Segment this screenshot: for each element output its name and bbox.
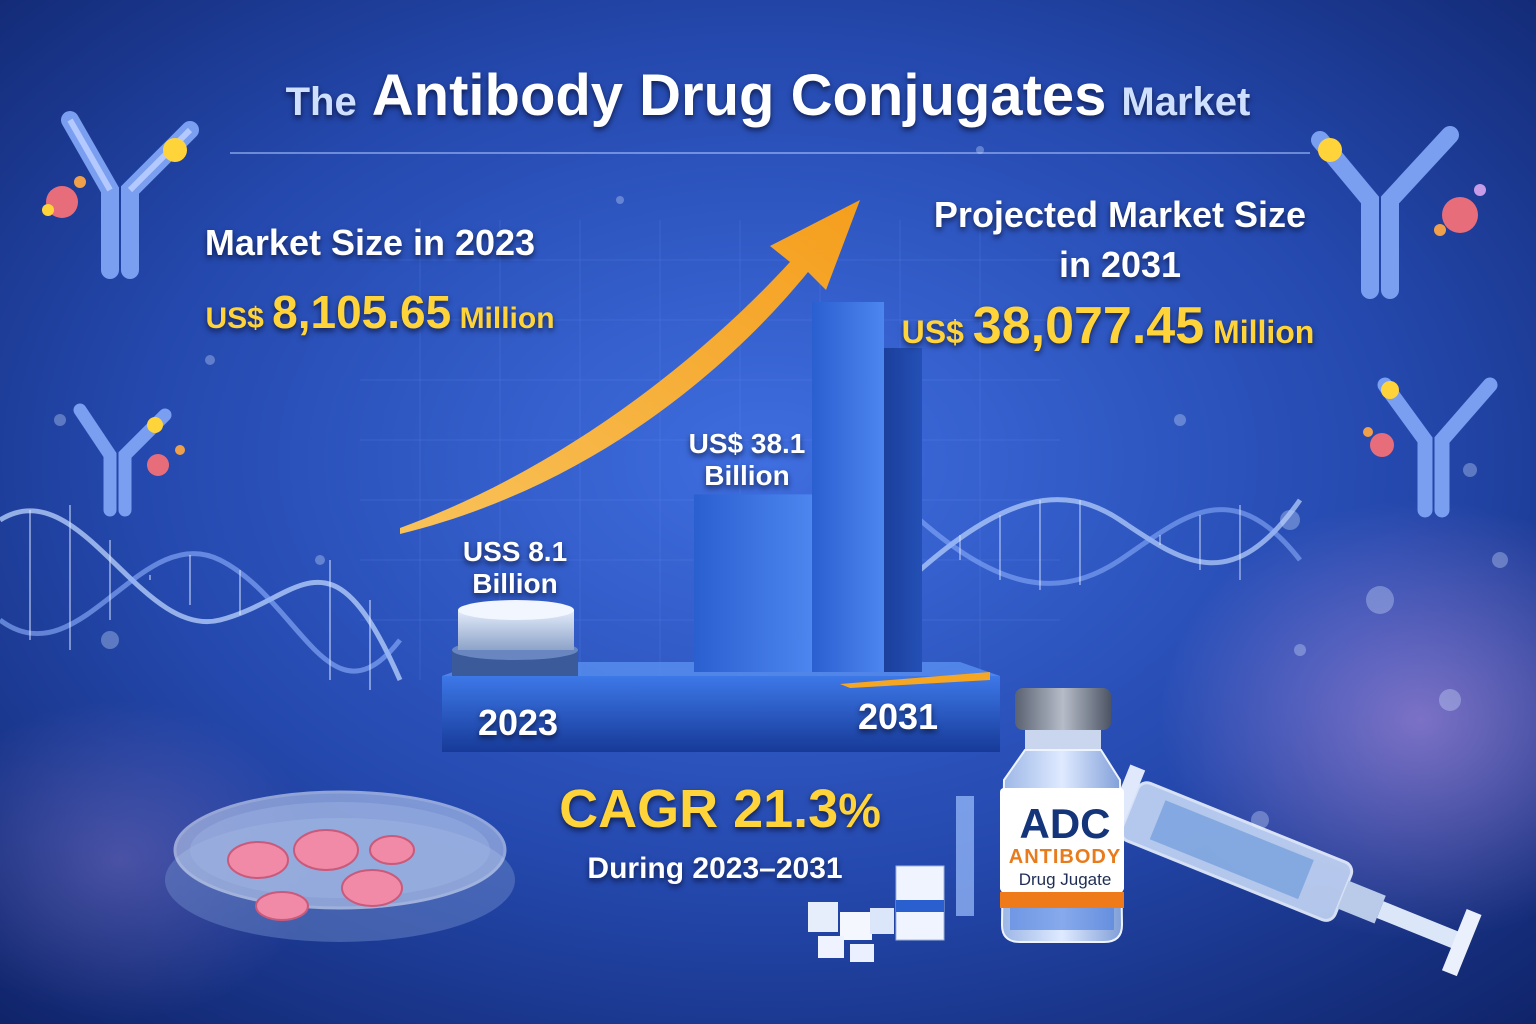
projected-market-value: US$ 38,077.45 Million (848, 296, 1368, 356)
bar-2031 (812, 302, 884, 672)
vial-label-drug: Drug Jugate (1018, 870, 1112, 889)
projected-market-year: in 2031 (1058, 244, 1182, 285)
data-label-line: Billion (704, 460, 790, 491)
cagr-number: 21.3 (733, 779, 839, 839)
bar-2023-disc (452, 600, 578, 676)
vial-label-adc: ADC (1019, 800, 1111, 847)
data-label-line: Billion (472, 568, 558, 599)
x-tick-2023: 2023 (477, 702, 559, 743)
vial-icon (1000, 688, 1124, 943)
antibody-icon (42, 111, 199, 279)
title-main: Antibody Drug Conjugates (371, 63, 1107, 128)
antibody-icon (73, 403, 185, 517)
market-size-2023-value: US$ 8,105.65 Million (150, 285, 610, 339)
dna-helix-icon (918, 497, 1303, 590)
medicine-boxes-icon (808, 796, 974, 962)
amount-label: 38,077.45 (972, 297, 1205, 355)
page-title: The Antibody Drug Conjugates Market (0, 62, 1536, 129)
cagr-period: During 2023–2031 (587, 852, 843, 885)
currency-label: US$ (205, 302, 264, 335)
bar-2031-data-label: US$ 38.1 Billion (672, 428, 822, 492)
bar-2023-data-label: USS 8.1 Billion (440, 536, 590, 600)
data-label-line: USS 8.1 (462, 536, 568, 567)
unit-label: Million (1213, 314, 1315, 350)
petri-dish-icon (165, 790, 515, 942)
syringe-icon (1099, 764, 1482, 977)
x-tick-2031: 2031 (857, 696, 939, 737)
title-prefix: The (285, 80, 357, 124)
projected-market-heading: Projected Market Size (933, 194, 1307, 235)
antibody-icon (1311, 126, 1486, 299)
amount-label: 8,105.65 (272, 286, 452, 338)
cagr-percent: % (838, 785, 881, 838)
currency-label: US$ (901, 314, 964, 350)
unit-label: Million (459, 302, 555, 335)
data-label-line: US$ 38.1 (688, 428, 806, 459)
cagr-label: CAGR (559, 779, 719, 839)
bar-2031-side (884, 348, 922, 672)
title-suffix: Market (1121, 80, 1251, 124)
growth-arrow-icon (400, 200, 860, 534)
bar-2031-front (694, 494, 812, 672)
cagr-value: CAGR 21.3% (500, 778, 940, 840)
market-size-2023-heading: Market Size in 2023 (204, 222, 536, 263)
antibody-icon (1363, 377, 1498, 518)
dna-helix-icon (0, 505, 403, 690)
vial-label-antibody: ANTIBODY (1008, 846, 1122, 868)
